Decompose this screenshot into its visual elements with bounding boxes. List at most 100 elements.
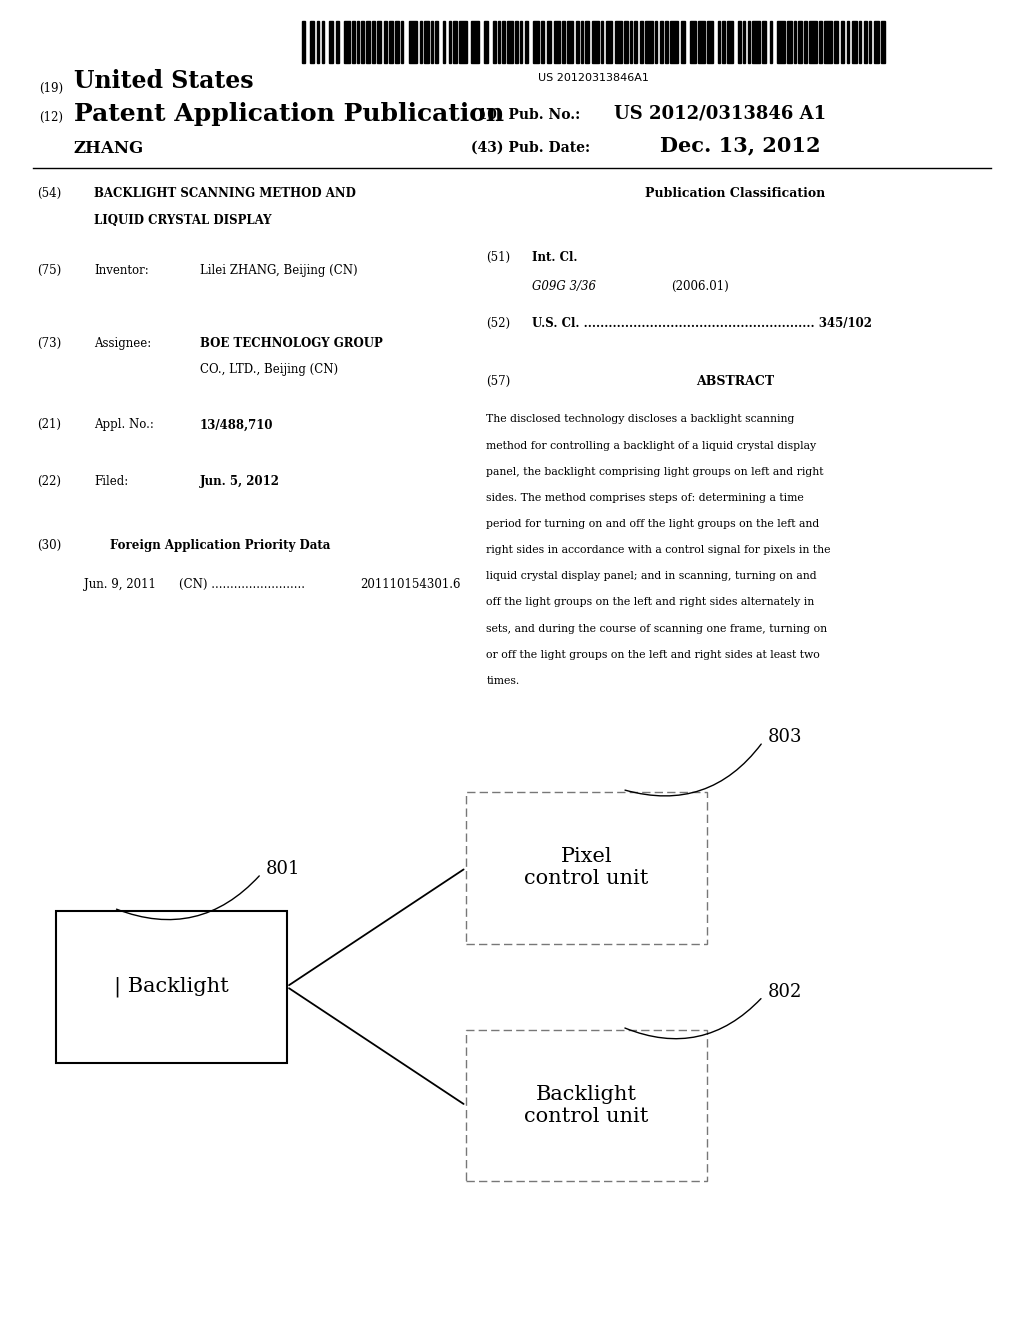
Text: (19): (19) xyxy=(39,82,63,95)
Bar xyxy=(409,21,417,63)
Bar xyxy=(507,21,513,63)
Bar xyxy=(644,21,652,63)
Bar xyxy=(852,21,856,63)
Text: Int. Cl.: Int. Cl. xyxy=(532,251,578,264)
Text: Dec. 13, 2012: Dec. 13, 2012 xyxy=(660,136,821,156)
Text: (73): (73) xyxy=(37,337,61,350)
Text: (54): (54) xyxy=(37,187,61,201)
Bar xyxy=(554,21,560,63)
Text: Jun. 5, 2012: Jun. 5, 2012 xyxy=(200,475,280,488)
Bar xyxy=(864,21,866,63)
Bar xyxy=(606,21,612,63)
Text: (30): (30) xyxy=(37,539,61,552)
Text: Publication Classification: Publication Classification xyxy=(645,187,825,201)
Bar xyxy=(317,21,319,63)
Bar xyxy=(823,21,831,63)
Bar xyxy=(718,21,720,63)
Bar xyxy=(532,21,539,63)
Bar xyxy=(881,21,885,63)
Bar xyxy=(640,21,642,63)
Text: period for turning on and off the light groups on the left and: period for turning on and off the light … xyxy=(486,519,819,529)
Text: US 2012/0313846 A1: US 2012/0313846 A1 xyxy=(614,104,826,123)
Bar xyxy=(847,21,849,63)
Bar xyxy=(794,21,796,63)
Text: sides. The method comprises steps of: determining a time: sides. The method comprises steps of: de… xyxy=(486,492,804,503)
Bar xyxy=(630,21,632,63)
Text: G09G 3/36: G09G 3/36 xyxy=(532,280,596,293)
Bar xyxy=(819,21,821,63)
Text: (CN) .........................: (CN) ......................... xyxy=(179,578,305,591)
Text: Patent Application Publication: Patent Application Publication xyxy=(74,103,504,127)
Bar xyxy=(541,21,544,63)
Bar xyxy=(352,21,355,63)
Text: (2006.01): (2006.01) xyxy=(671,280,728,293)
Bar xyxy=(660,21,663,63)
Bar xyxy=(752,21,760,63)
Bar xyxy=(384,21,387,63)
Bar xyxy=(727,21,733,63)
Text: BOE TECHNOLOGY GROUP: BOE TECHNOLOGY GROUP xyxy=(200,337,382,350)
Bar xyxy=(585,21,589,63)
Bar xyxy=(690,21,696,63)
Bar xyxy=(547,21,551,63)
Text: Backlight
control unit: Backlight control unit xyxy=(524,1085,648,1126)
Text: (21): (21) xyxy=(37,418,60,432)
Text: (57): (57) xyxy=(486,375,511,388)
Bar xyxy=(834,21,838,63)
Bar xyxy=(357,21,359,63)
Bar xyxy=(373,21,375,63)
Text: or off the light groups on the left and right sides at least two: or off the light groups on the left and … xyxy=(486,649,820,660)
Text: | Backlight: | Backlight xyxy=(114,977,229,997)
Bar xyxy=(742,21,745,63)
Text: times.: times. xyxy=(486,676,519,686)
Bar xyxy=(494,21,496,63)
Text: Assignee:: Assignee: xyxy=(94,337,152,350)
Bar xyxy=(367,21,371,63)
Bar xyxy=(562,21,564,63)
Bar xyxy=(471,21,479,63)
Bar xyxy=(431,21,433,63)
Bar xyxy=(566,21,572,63)
Text: 802: 802 xyxy=(768,982,803,1001)
Text: right sides in accordance with a control signal for pixels in the: right sides in accordance with a control… xyxy=(486,545,830,556)
Bar xyxy=(498,21,501,63)
Bar xyxy=(804,21,807,63)
Bar xyxy=(454,21,458,63)
Bar xyxy=(707,21,713,63)
Text: Pixel
control unit: Pixel control unit xyxy=(524,847,648,888)
Bar xyxy=(738,21,740,63)
Bar xyxy=(634,21,637,63)
Text: U.S. Cl. ........................................................ 345/102: U.S. Cl. ...............................… xyxy=(532,317,872,330)
Bar xyxy=(361,21,365,63)
Text: Filed:: Filed: xyxy=(94,475,128,488)
Text: United States: United States xyxy=(74,70,253,94)
Text: (43) Pub. Date:: (43) Pub. Date: xyxy=(471,141,590,154)
Text: (12): (12) xyxy=(39,111,62,124)
Bar xyxy=(466,1030,707,1181)
Text: ABSTRACT: ABSTRACT xyxy=(696,375,774,388)
Text: 201110154301.6: 201110154301.6 xyxy=(360,578,461,591)
Text: Jun. 9, 2011: Jun. 9, 2011 xyxy=(84,578,156,591)
Bar xyxy=(395,21,399,63)
Bar xyxy=(722,21,725,63)
Bar xyxy=(503,21,505,63)
Text: ZHANG: ZHANG xyxy=(74,140,144,157)
Bar xyxy=(798,21,802,63)
Text: panel, the backlight comprising light groups on left and right: panel, the backlight comprising light gr… xyxy=(486,467,824,477)
Bar xyxy=(420,21,423,63)
Bar xyxy=(515,21,518,63)
Bar xyxy=(748,21,750,63)
Bar xyxy=(681,21,685,63)
Bar xyxy=(581,21,583,63)
Text: sets, and during the course of scanning one frame, turning on: sets, and during the course of scanning … xyxy=(486,623,827,634)
Bar xyxy=(466,792,707,944)
Text: 13/488,710: 13/488,710 xyxy=(200,418,273,432)
Bar xyxy=(336,21,339,63)
Bar xyxy=(858,21,861,63)
Bar xyxy=(344,21,350,63)
Text: The disclosed technology discloses a backlight scanning: The disclosed technology discloses a bac… xyxy=(486,414,795,425)
Bar xyxy=(809,21,817,63)
Bar xyxy=(435,21,438,63)
Bar xyxy=(449,21,452,63)
Text: Foreign Application Priority Data: Foreign Application Priority Data xyxy=(110,539,330,552)
